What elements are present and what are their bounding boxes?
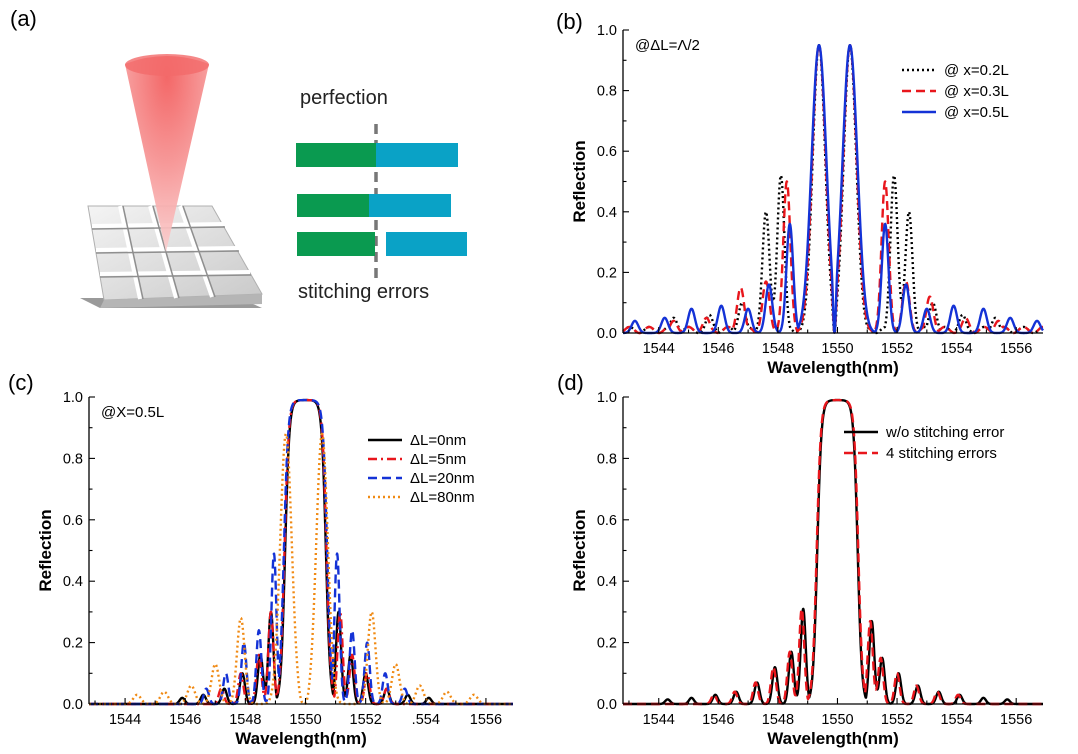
laser-beam-icon — [125, 54, 209, 252]
chip-front-edge — [100, 294, 262, 308]
x-tick-label-d: 1550 — [821, 712, 853, 728]
x-tick-label-c: 1556 — [470, 712, 502, 728]
perfection-label: perfection — [300, 87, 388, 109]
y-tick-label-d: 0.0 — [597, 697, 617, 713]
y-tick-label-b: 0.6 — [597, 144, 617, 160]
panel-d-label: (d) — [557, 370, 584, 395]
x-tick-label-c: 1546 — [169, 712, 201, 728]
x-axis-title-d: Wavelength(nm) — [767, 729, 899, 748]
legend-label-c-2: ΔL=5nm — [410, 451, 466, 468]
x-tick-label-b: 1546 — [702, 341, 734, 357]
chart-panel-d: (d) 1544 1546 1548 1550 1552 1554 1556 0.0 0.2 0.4… — [557, 370, 1044, 748]
segment-gap-left — [297, 232, 375, 256]
x-tick-label-b: 1548 — [762, 341, 794, 357]
series-line-b-2 — [622, 43, 1044, 335]
y-tick-label-c: 0.0 — [63, 697, 83, 713]
legend-label-c-3: ΔL=20nm — [410, 470, 475, 487]
panel-a-schematic: (a) — [10, 6, 467, 308]
x-tick-label-c: 1552 — [350, 712, 382, 728]
segment-perfect-left — [296, 143, 376, 167]
y-tick-label-b: 0.0 — [597, 326, 617, 342]
panel-b-label: (b) — [556, 9, 583, 34]
chip-grating — [80, 205, 263, 308]
y-tick-label-c: 0.8 — [63, 451, 83, 467]
x-tick-label-b: 1544 — [643, 341, 675, 357]
annotation-c: @X=0.5L — [101, 404, 164, 421]
y-tick-label-d: 0.4 — [597, 574, 617, 590]
legend-label-b-1: @ x=0.2L — [944, 62, 1009, 79]
panel-a-label: (a) — [10, 6, 37, 31]
x-tick-label-b: 1556 — [1000, 341, 1032, 357]
legend-b: @ x=0.2L @ x=0.3L @ x=0.5L — [902, 62, 1009, 121]
y-axis-title-b: Reflection — [570, 140, 589, 222]
legend-label-b-3: @ x=0.5L — [944, 104, 1009, 121]
legend-c: ΔL=0nm ΔL=5nm ΔL=20nm ΔL=80nm — [368, 432, 475, 506]
y-tick-label-d: 1.0 — [597, 390, 617, 406]
y-tick-label-c: 0.6 — [63, 513, 83, 529]
chart-panel-c: (c) 1544 1546 1548 1550 1552 .554 1556 0.0 0.2 0.4… — [8, 370, 514, 748]
panel-c-label: (c) — [8, 370, 34, 395]
series-line-c-4 — [88, 432, 514, 706]
legend-label-b-2: @ x=0.3L — [944, 83, 1009, 100]
y-tick-label-b: 0.8 — [597, 84, 617, 100]
x-tick-label-d: 1556 — [1000, 712, 1032, 728]
x-axis-title-c: Wavelength(nm) — [235, 729, 367, 748]
annotation-b: @ΔL=Λ/2 — [635, 37, 700, 54]
segment-perfect-right — [376, 143, 458, 167]
y-tick-label-d: 0.6 — [597, 513, 617, 529]
x-tick-label-c: 1544 — [109, 712, 141, 728]
x-tick-label-d: 1546 — [702, 712, 734, 728]
y-tick-label-c: 0.4 — [63, 574, 83, 590]
x-tick-label-d: 1548 — [762, 712, 794, 728]
x-tick-label-c: 1548 — [229, 712, 261, 728]
segment-gap-right — [386, 232, 467, 256]
legend-label-d-1: w/o stitching error — [885, 424, 1004, 441]
x-tick-label-b: 1550 — [821, 341, 853, 357]
x-axis-title-b: Wavelength(nm) — [767, 358, 899, 377]
legend-label-d-2: 4 stitching errors — [886, 445, 997, 462]
chart-panel-b: (b) 1544 1546 1548 1550 1552 1554 1556 0.0 0.2 0.4… — [556, 9, 1044, 377]
y-tick-label-c: 0.2 — [63, 636, 83, 652]
y-tick-label-b: 0.2 — [597, 265, 617, 281]
y-tick-label-d: 0.2 — [597, 636, 617, 652]
y-tick-label-c: 1.0 — [63, 390, 83, 406]
y-tick-label-d: 0.8 — [597, 451, 617, 467]
y-axis-title-c: Reflection — [36, 509, 55, 591]
legend-label-c-1: ΔL=0nm — [410, 432, 466, 449]
segment-overlap-right — [369, 194, 451, 217]
x-tick-label-d: 1554 — [940, 712, 972, 728]
x-tick-label-d: 1544 — [643, 712, 675, 728]
x-tick-label-c: 1550 — [289, 712, 321, 728]
stitching-errors-label: stitching errors — [298, 281, 429, 303]
legend-d: w/o stitching error 4 stitching errors — [844, 424, 1004, 462]
x-tick-label-c: .554 — [412, 712, 440, 728]
legend-label-c-4: ΔL=80nm — [410, 489, 475, 506]
x-tick-label-b: 1552 — [881, 341, 913, 357]
segment-overlap-left — [297, 194, 369, 217]
y-tick-label-b: 0.4 — [597, 205, 617, 221]
x-tick-label-b: 1554 — [940, 341, 972, 357]
x-tick-label-d: 1552 — [881, 712, 913, 728]
y-tick-label-b: 1.0 — [597, 23, 617, 39]
y-axis-title-d: Reflection — [570, 509, 589, 591]
